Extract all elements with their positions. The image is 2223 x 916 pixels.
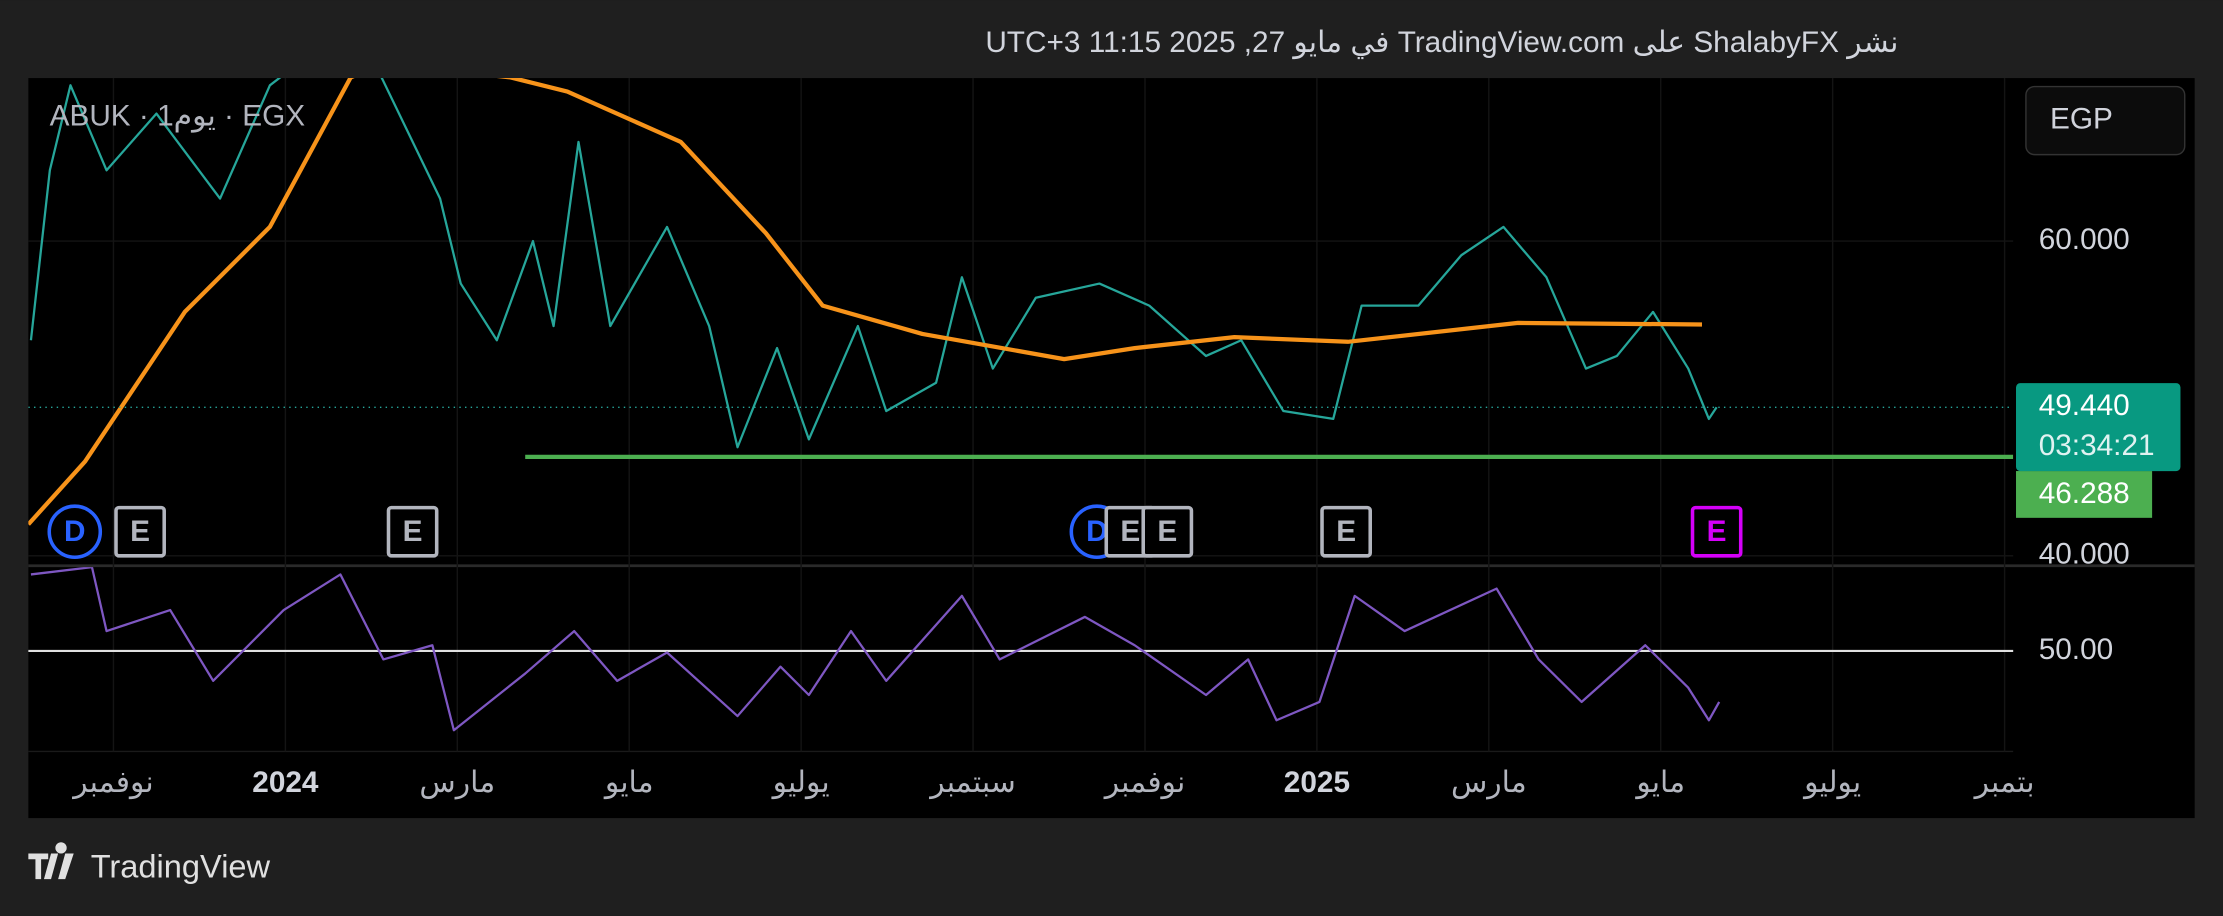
x-tick-label: 2024 [252, 766, 319, 799]
publish-info: نشر ShalabyFX على TradingView.com في ماي… [985, 26, 1898, 60]
currency-button[interactable] [2025, 85, 2186, 156]
x-tick-label: نوفمبر [1103, 766, 1186, 799]
earnings-marker [114, 505, 166, 558]
earnings-marker [1141, 505, 1194, 558]
series-line [28, 78, 1703, 526]
last-price-tag [2016, 383, 2181, 472]
x-tick-label: مايو [1634, 766, 1685, 799]
x-tick-label: مارس [419, 766, 495, 799]
x-tick-label: مايو [603, 766, 654, 799]
series-line [29, 78, 1718, 449]
event-label: E [403, 515, 423, 548]
event-label: E [1336, 515, 1356, 548]
event-label: E [1157, 515, 1177, 548]
support-price-label: 46.288 [2039, 477, 2130, 510]
support-price-tag [2016, 471, 2153, 518]
x-tick-label: مارس [1451, 766, 1527, 799]
earnings-marker [386, 505, 439, 558]
earnings-marker [1320, 505, 1372, 558]
last-price-label: 49.440 [2039, 389, 2130, 422]
earnings-marker [1690, 505, 1743, 558]
x-tick-label: نوفمبر [71, 766, 154, 799]
dividend-marker [47, 504, 103, 560]
event-label: E [130, 515, 150, 548]
countdown-label: 03:34:21 [2039, 429, 2155, 462]
x-tick-label: سبتمبر [928, 766, 1016, 799]
currency-label[interactable]: EGP [2050, 102, 2113, 135]
brand: TradingView [28, 842, 271, 885]
chart-area [28, 78, 2195, 819]
brand-name: TradingView [91, 848, 271, 885]
x-tick-label: بتمبر [1973, 766, 2035, 799]
brand-logo [28, 842, 74, 880]
y-tick-label: 40.000 [2039, 538, 2130, 571]
event-label: D [1086, 515, 1108, 548]
series-line [30, 567, 1721, 732]
y-tick-label: 60.000 [2039, 223, 2130, 256]
x-tick-label: يوليو [771, 766, 830, 799]
event-label: E [1707, 515, 1727, 548]
symbol-label: ABUK · 1يوم · EGX [50, 100, 306, 133]
event-label: D [64, 515, 86, 548]
x-tick-label: يوليو [1802, 766, 1861, 799]
x-tick-label: 2025 [1284, 766, 1350, 799]
y2-tick-label: 50.00 [2039, 633, 2114, 666]
event-label: E [1120, 515, 1140, 548]
